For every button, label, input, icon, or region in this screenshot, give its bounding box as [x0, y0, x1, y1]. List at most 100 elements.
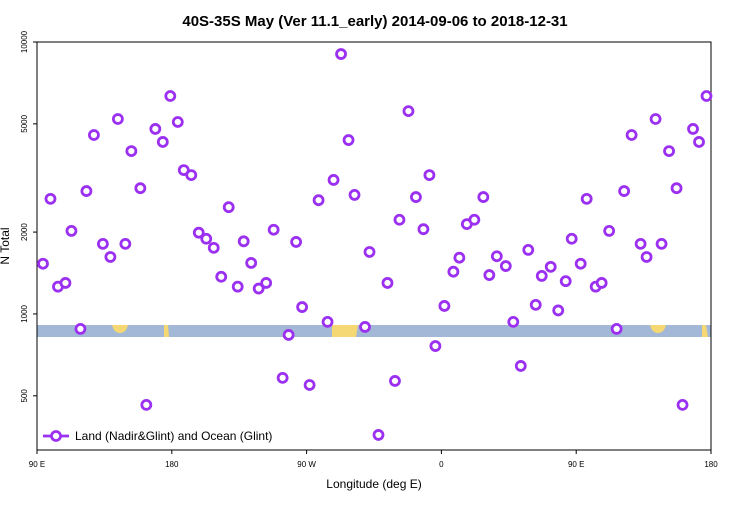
- y-axis-label: N Total: [0, 227, 12, 264]
- point: [670, 182, 683, 195]
- x-tick-label: 90 E: [568, 460, 584, 469]
- point: [245, 257, 258, 269]
- point: [580, 192, 593, 205]
- point: [610, 323, 623, 335]
- point: [359, 321, 371, 333]
- point: [483, 269, 496, 281]
- point: [393, 213, 406, 226]
- point: [522, 243, 535, 256]
- point: [80, 185, 93, 197]
- y-tick-label: 500: [20, 389, 29, 403]
- point: [363, 246, 376, 258]
- point: [447, 265, 460, 278]
- point: [104, 251, 117, 263]
- point: [327, 174, 340, 186]
- point: [348, 188, 361, 201]
- point: [429, 340, 442, 352]
- land-band: [37, 325, 711, 337]
- point: [574, 257, 587, 270]
- point: [687, 123, 699, 135]
- point: [134, 182, 147, 195]
- point: [164, 90, 177, 102]
- point: [700, 90, 713, 102]
- point: [185, 169, 198, 182]
- point: [663, 145, 675, 158]
- point: [410, 191, 422, 203]
- point: [237, 235, 250, 248]
- x-axis-label: Longitude (deg E): [326, 477, 421, 491]
- y-tick-label: 5000: [20, 114, 29, 132]
- point: [125, 145, 138, 158]
- point: [303, 379, 316, 391]
- point: [655, 237, 668, 250]
- point: [490, 250, 503, 263]
- point: [74, 323, 87, 335]
- point: [477, 191, 490, 203]
- point: [468, 213, 481, 226]
- point: [140, 398, 153, 411]
- x-tick-label: 180: [165, 460, 179, 469]
- point: [693, 136, 705, 148]
- point: [321, 315, 334, 328]
- point: [372, 429, 385, 441]
- point: [499, 260, 512, 272]
- point: [640, 251, 653, 263]
- point: [282, 329, 295, 341]
- point: [389, 375, 401, 387]
- point: [514, 360, 527, 372]
- point: [423, 169, 436, 182]
- point: [603, 225, 616, 237]
- point: [65, 225, 78, 237]
- point: [335, 48, 347, 60]
- legend-marker: [50, 430, 62, 442]
- point: [267, 223, 280, 236]
- y-tick-label: 1000: [20, 304, 29, 322]
- point: [453, 251, 466, 264]
- point: [88, 129, 100, 141]
- point: [438, 300, 451, 312]
- point: [290, 236, 303, 248]
- point: [342, 134, 355, 146]
- x-tick-label: 90 E: [29, 460, 45, 469]
- point: [595, 277, 608, 289]
- point: [544, 260, 557, 273]
- point: [44, 192, 57, 205]
- point: [276, 371, 289, 384]
- point: [97, 237, 109, 250]
- plot-frame: [36, 41, 712, 451]
- point: [231, 280, 244, 293]
- point: [529, 298, 542, 311]
- point: [111, 113, 124, 125]
- point: [559, 275, 572, 288]
- y-tick-label: 10000: [20, 30, 29, 53]
- point: [417, 223, 430, 236]
- point: [507, 315, 520, 328]
- point: [381, 277, 394, 289]
- point: [634, 237, 647, 250]
- point: [296, 301, 309, 313]
- point: [676, 398, 689, 411]
- point: [402, 105, 415, 118]
- chart-title: 40S-35S May (Ver 11.1_early) 2014-09-06 …: [182, 13, 567, 30]
- point: [59, 277, 72, 289]
- point: [260, 277, 273, 289]
- point: [649, 113, 662, 125]
- y-tick-label: 2000: [20, 223, 29, 241]
- point: [37, 257, 49, 270]
- point: [207, 241, 220, 254]
- legend-label: Land (Nadir&Glint) and Ocean (Glint): [75, 429, 272, 443]
- point: [222, 201, 235, 214]
- point: [565, 232, 578, 245]
- point: [119, 237, 132, 250]
- point: [200, 232, 213, 245]
- x-tick-label: 90 W: [297, 460, 316, 469]
- x-tick-label: 0: [439, 460, 444, 469]
- point: [171, 116, 184, 128]
- point: [156, 136, 169, 148]
- point: [252, 282, 265, 295]
- point: [149, 123, 162, 135]
- point: [312, 194, 325, 207]
- point: [215, 270, 228, 283]
- land-blobs: [112, 325, 708, 337]
